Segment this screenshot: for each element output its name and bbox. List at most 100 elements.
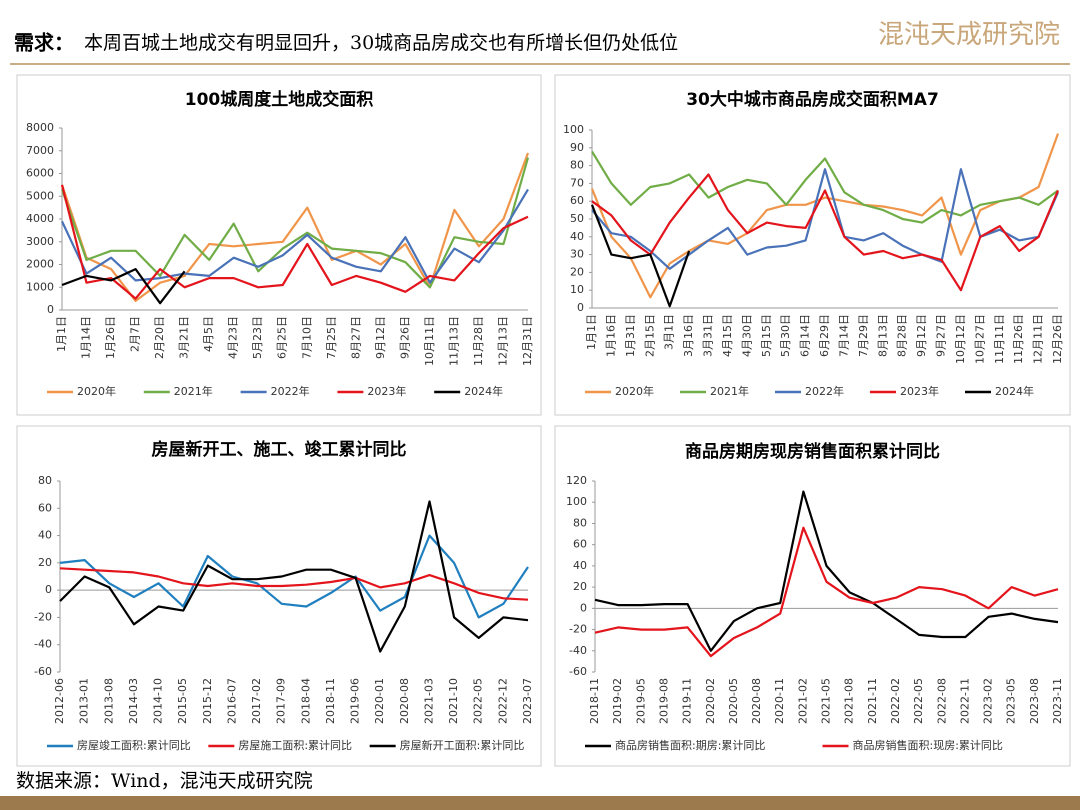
x-tick-label: 1月14日 xyxy=(80,316,93,359)
x-tick-label: 2016-07 xyxy=(225,678,238,724)
legend-label: 2020年 xyxy=(615,384,654,398)
y-tick-label: -40 xyxy=(34,638,52,651)
y-tick-label: 80 xyxy=(573,516,587,529)
x-tick-label: 2022-11 xyxy=(958,678,971,724)
legend-label: 商品房销售面积:现房:累计同比 xyxy=(853,738,1003,752)
x-tick-label: 2月15日 xyxy=(643,314,656,357)
x-tick-label: 2月20日 xyxy=(153,316,166,359)
x-tick-label: 2019-02 xyxy=(611,678,624,724)
legend-label: 2023年 xyxy=(367,384,406,398)
y-tick-label: 10 xyxy=(570,283,584,296)
title-prefix: 需求： xyxy=(14,31,74,55)
x-tick-label: 2017-09 xyxy=(275,678,288,724)
y-tick-label: 8000 xyxy=(26,121,54,134)
y-tick-label: 1000 xyxy=(26,280,54,293)
x-tick-label: 7月29日 xyxy=(857,314,870,357)
x-tick-label: 2023-08 xyxy=(1028,678,1041,724)
panel xyxy=(16,74,542,416)
x-tick-label: 2018-04 xyxy=(299,678,312,724)
legend-label: 房屋新开工面积:累计同比 xyxy=(400,738,525,752)
legend-label: 2024年 xyxy=(995,384,1034,398)
x-tick-label: 2022-05 xyxy=(912,678,925,724)
y-tick-label: 4000 xyxy=(26,212,54,225)
x-tick-label: 10月11日 xyxy=(423,316,436,366)
x-tick-label: 3月16日 xyxy=(682,314,695,357)
x-tick-label: 2022-08 xyxy=(935,678,948,724)
x-tick-label: 1月16日 xyxy=(604,314,617,357)
legend-label: 2024年 xyxy=(464,384,503,398)
x-tick-label: 2017-02 xyxy=(250,678,263,724)
x-tick-label: 2021-10 xyxy=(447,678,460,724)
x-tick-label: 2014-10 xyxy=(152,678,165,724)
x-tick-label: 4月30日 xyxy=(740,314,753,357)
legend-label: 房屋竣工面积:累计同比 xyxy=(77,738,191,752)
legend-label: 2021年 xyxy=(710,384,749,398)
x-tick-label: 2020-11 xyxy=(773,678,786,724)
x-tick-label: 2021-02 xyxy=(796,678,809,724)
x-tick-label: 1月1日 xyxy=(55,316,68,352)
y-tick-label: 70 xyxy=(570,176,584,189)
x-tick-label: 5月15日 xyxy=(760,314,773,357)
x-tick-label: 12月13日 xyxy=(496,316,509,366)
y-tick-label: 0 xyxy=(577,301,584,314)
x-tick-label: 7月14日 xyxy=(837,314,850,357)
x-tick-label: 2022-05 xyxy=(472,678,485,724)
y-tick-label: 40 xyxy=(570,230,584,243)
x-tick-label: 2020-01 xyxy=(373,678,386,724)
series-line xyxy=(60,184,529,300)
y-tick-label: 120 xyxy=(566,474,587,487)
y-tick-label: 50 xyxy=(570,212,584,225)
y-tick-label: 30 xyxy=(570,248,584,261)
x-tick-label: 7月25日 xyxy=(325,316,338,359)
y-tick-label: -60 xyxy=(34,665,52,678)
x-tick-label: 2019-08 xyxy=(657,678,670,724)
y-tick-label: -40 xyxy=(569,644,587,657)
series-line xyxy=(60,157,530,289)
chart-title: 30大中城市商品房成交面积MA7 xyxy=(686,89,939,110)
y-tick-label: 60 xyxy=(573,538,587,551)
y-tick-label: -20 xyxy=(34,610,52,623)
legend-label: 商品房销售面积:期房:累计同比 xyxy=(615,738,765,752)
x-tick-label: 2014-03 xyxy=(127,678,140,724)
x-tick-label: 12月11日 xyxy=(1032,314,1045,364)
chart-title: 商品房期房现房销售面积累计同比 xyxy=(685,441,940,462)
source: 数据来源：Wind，混沌天成研究院 xyxy=(16,770,313,792)
y-tick-label: 80 xyxy=(570,159,584,172)
x-tick-label: 3月1日 xyxy=(663,314,676,350)
series-line xyxy=(590,204,691,308)
chart-title: 100城周度土地成交面积 xyxy=(185,89,374,110)
series-line xyxy=(61,268,186,305)
x-tick-label: 9月27日 xyxy=(935,314,948,357)
series-line xyxy=(594,490,1059,652)
series-line xyxy=(591,173,1060,292)
x-tick-label: 1月31日 xyxy=(624,314,637,357)
x-tick-label: 1月26日 xyxy=(104,316,117,359)
x-tick-label: 3月31日 xyxy=(702,314,715,357)
x-tick-label: 2013-01 xyxy=(78,678,91,724)
x-tick-label: 2023-02 xyxy=(982,678,995,724)
x-tick-label: 4月5日 xyxy=(202,316,215,352)
panel xyxy=(554,425,1071,767)
y-tick-label: -60 xyxy=(569,665,587,678)
legend-label: 2021年 xyxy=(174,384,213,398)
series-line xyxy=(590,133,1060,299)
x-tick-label: 6月25日 xyxy=(276,316,289,359)
x-tick-label: 2023-05 xyxy=(1005,678,1018,724)
x-tick-label: 2020-08 xyxy=(750,678,763,724)
y-tick-label: 100 xyxy=(566,495,587,508)
x-tick-label: 2023-11 xyxy=(1051,678,1064,724)
y-tick-label: 3000 xyxy=(26,235,54,248)
x-tick-label: 2019-06 xyxy=(349,678,362,724)
x-tick-label: 2021-05 xyxy=(820,678,833,724)
x-tick-label: 9月26日 xyxy=(398,316,411,359)
x-tick-label: 6月14日 xyxy=(799,314,812,357)
y-tick-label: 0 xyxy=(45,583,52,596)
y-tick-label: 2000 xyxy=(26,258,54,271)
x-tick-label: 2021-08 xyxy=(843,678,856,724)
y-tick-label: 40 xyxy=(573,559,587,572)
x-tick-label: 11月11日 xyxy=(993,314,1006,364)
x-tick-label: 2020-02 xyxy=(704,678,717,724)
logo: 混沌天成研究院 xyxy=(878,20,1060,50)
x-tick-label: 4月15日 xyxy=(721,314,734,357)
y-tick-label: 20 xyxy=(573,580,587,593)
